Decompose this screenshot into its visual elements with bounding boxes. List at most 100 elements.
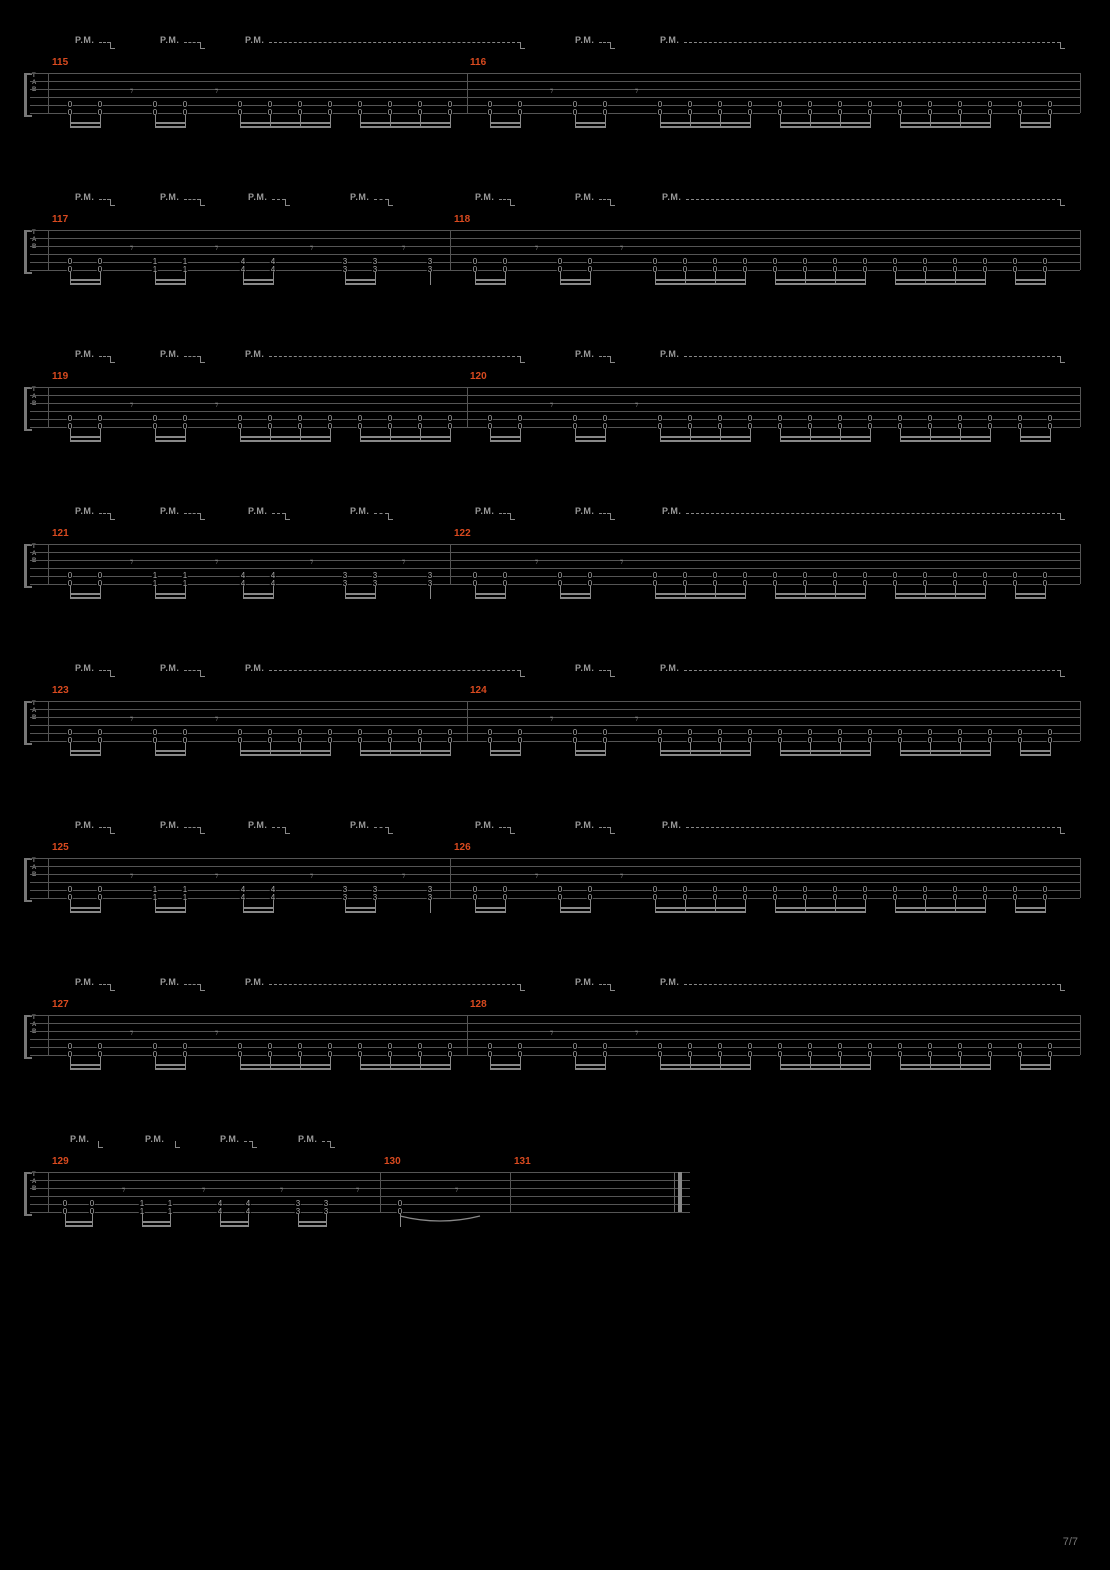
systems-container: P.M.P.M.P.M.P.M.P.M.115116TAB𝄾𝄾𝄾𝄾0000000… bbox=[30, 35, 1080, 1229]
rest: 𝄾 bbox=[215, 868, 218, 884]
page-number: 7/7 bbox=[1063, 1536, 1078, 1548]
rest: 𝄾 bbox=[130, 240, 133, 256]
tab-system: P.M.P.M.P.M.P.M.P.M.P.M.P.M.117118TAB𝄾𝄾𝄾… bbox=[30, 192, 1080, 287]
rest: 𝄾 bbox=[215, 240, 218, 256]
rest: 𝄾 bbox=[620, 868, 623, 884]
palm-mute-label: P.M. bbox=[75, 820, 94, 830]
palm-mute-label: P.M. bbox=[575, 977, 594, 987]
rest: 𝄾 bbox=[535, 240, 538, 256]
rest: 𝄾 bbox=[535, 554, 538, 570]
rest: 𝄾 bbox=[130, 83, 133, 99]
rest: 𝄾 bbox=[130, 711, 133, 727]
palm-mute-label: P.M. bbox=[245, 663, 264, 673]
tab-system: P.M.P.M.P.M.P.M.P.M.127128TAB𝄾𝄾𝄾𝄾0000000… bbox=[30, 977, 1080, 1072]
palm-mute-label: P.M. bbox=[575, 192, 594, 202]
palm-mute-label: P.M. bbox=[248, 506, 267, 516]
measure-number: 117 bbox=[52, 214, 68, 225]
palm-mute-label: P.M. bbox=[575, 35, 594, 45]
rest: 𝄾 bbox=[402, 240, 405, 256]
palm-mute-label: P.M. bbox=[160, 192, 179, 202]
palm-mute-label: P.M. bbox=[160, 820, 179, 830]
measure-number: 119 bbox=[52, 371, 68, 382]
palm-mute-label: P.M. bbox=[475, 820, 494, 830]
palm-mute-label: P.M. bbox=[575, 663, 594, 673]
palm-mute-label: P.M. bbox=[75, 977, 94, 987]
palm-mute-label: P.M. bbox=[475, 192, 494, 202]
measure-number: 124 bbox=[470, 685, 487, 696]
rest: 𝄾 bbox=[215, 1025, 218, 1041]
rest: 𝄾 bbox=[215, 554, 218, 570]
palm-mute-label: P.M. bbox=[575, 506, 594, 516]
rest: 𝄾 bbox=[620, 240, 623, 256]
rest: 𝄾 bbox=[310, 868, 313, 884]
rest: 𝄾 bbox=[535, 868, 538, 884]
rest: 𝄾 bbox=[310, 240, 313, 256]
palm-mute-label: P.M. bbox=[475, 506, 494, 516]
rest: 𝄾 bbox=[402, 868, 405, 884]
palm-mute-label: P.M. bbox=[245, 35, 264, 45]
palm-mute-label: P.M. bbox=[75, 506, 94, 516]
palm-mute-label: P.M. bbox=[245, 977, 264, 987]
palm-mute-label: P.M. bbox=[160, 977, 179, 987]
rest: 𝄾 bbox=[130, 397, 133, 413]
tab-system: P.M.P.M.P.M.P.M.P.M.P.M.P.M.121122TAB𝄾𝄾𝄾… bbox=[30, 506, 1080, 601]
palm-mute-label: P.M. bbox=[575, 820, 594, 830]
measure-number: 121 bbox=[52, 528, 69, 539]
palm-mute-label: P.M. bbox=[75, 663, 94, 673]
rest: 𝄾 bbox=[635, 83, 638, 99]
palm-mute-label: P.M. bbox=[160, 663, 179, 673]
rest: 𝄾 bbox=[130, 554, 133, 570]
palm-mute-label: P.M. bbox=[75, 349, 94, 359]
palm-mute-label: P.M. bbox=[75, 192, 94, 202]
rest: 𝄾 bbox=[402, 554, 405, 570]
tab-system: P.M.P.M.P.M.P.M.P.M.119120TAB𝄾𝄾𝄾𝄾0000000… bbox=[30, 349, 1080, 444]
palm-mute-label: P.M. bbox=[350, 506, 369, 516]
palm-mute-label: P.M. bbox=[160, 349, 179, 359]
palm-mute-label: P.M. bbox=[660, 35, 679, 45]
rest: 𝄾 bbox=[550, 1025, 553, 1041]
measure-number: 125 bbox=[52, 842, 69, 853]
palm-mute-label: P.M. bbox=[75, 35, 94, 45]
measure-number: 123 bbox=[52, 685, 69, 696]
measure-number: 128 bbox=[470, 999, 487, 1010]
rest: 𝄾 bbox=[635, 397, 638, 413]
rest: 𝄾 bbox=[550, 711, 553, 727]
rest: 𝄾 bbox=[550, 83, 553, 99]
rest: 𝄾 bbox=[130, 868, 133, 884]
palm-mute-label: P.M. bbox=[245, 349, 264, 359]
palm-mute-label: P.M. bbox=[575, 349, 594, 359]
measure-number: 127 bbox=[52, 999, 69, 1010]
rest: 𝄾 bbox=[550, 397, 553, 413]
palm-mute-label: P.M. bbox=[160, 35, 179, 45]
measure-number: 122 bbox=[454, 528, 471, 539]
rest: 𝄾 bbox=[215, 83, 218, 99]
rest: 𝄾 bbox=[215, 397, 218, 413]
palm-mute-label: P.M. bbox=[350, 820, 369, 830]
rest: 𝄾 bbox=[635, 711, 638, 727]
palm-mute-label: P.M. bbox=[662, 192, 681, 202]
tab-system: P.M.P.M.P.M.P.M.129130131TAB𝄾𝄾𝄾𝄾𝄾0000111… bbox=[30, 1134, 1080, 1229]
rest: 𝄾 bbox=[215, 711, 218, 727]
measure-number: 118 bbox=[454, 214, 470, 225]
palm-mute-label: P.M. bbox=[660, 977, 679, 987]
tab-page: P.M.P.M.P.M.P.M.P.M.115116TAB𝄾𝄾𝄾𝄾0000000… bbox=[0, 0, 1110, 1321]
tab-system: P.M.P.M.P.M.P.M.P.M.P.M.P.M.125126TAB𝄾𝄾𝄾… bbox=[30, 820, 1080, 915]
tab-system: P.M.P.M.P.M.P.M.P.M.123124TAB𝄾𝄾𝄾𝄾0000000… bbox=[30, 663, 1080, 758]
rest: 𝄾 bbox=[635, 1025, 638, 1041]
palm-mute-label: P.M. bbox=[662, 820, 681, 830]
palm-mute-label: P.M. bbox=[660, 349, 679, 359]
rest: 𝄾 bbox=[620, 554, 623, 570]
palm-mute-label: P.M. bbox=[160, 506, 179, 516]
rest: 𝄾 bbox=[310, 554, 313, 570]
tab-system: P.M.P.M.P.M.P.M.P.M.115116TAB𝄾𝄾𝄾𝄾0000000… bbox=[30, 35, 1080, 130]
palm-mute-label: P.M. bbox=[248, 192, 267, 202]
measure-number: 126 bbox=[454, 842, 471, 853]
palm-mute-label: P.M. bbox=[662, 506, 681, 516]
palm-mute-label: P.M. bbox=[248, 820, 267, 830]
rest: 𝄾 bbox=[130, 1025, 133, 1041]
measure-number: 115 bbox=[52, 57, 68, 68]
palm-mute-label: P.M. bbox=[660, 663, 679, 673]
palm-mute-label: P.M. bbox=[350, 192, 369, 202]
measure-number: 116 bbox=[470, 57, 486, 68]
measure-number: 120 bbox=[470, 371, 487, 382]
